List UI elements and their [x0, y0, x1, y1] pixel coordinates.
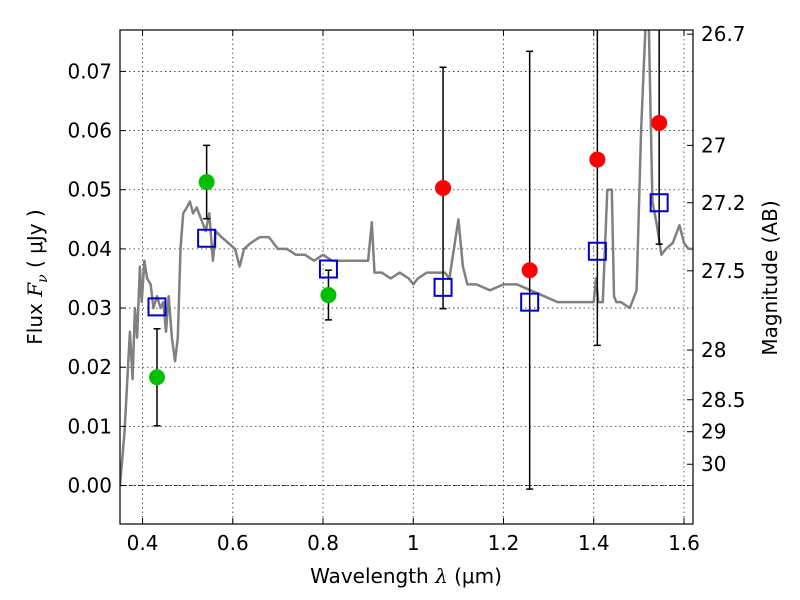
- data-point-circle: [148, 369, 165, 386]
- data-point-square: [318, 259, 338, 279]
- data-point-circle: [198, 174, 215, 191]
- y-axis-label-text: Flux: [23, 297, 47, 345]
- spectrum-line: [120, 30, 693, 486]
- y-axis-label-unit: ( μJy ): [23, 209, 47, 274]
- y-tick-label: 0.00: [67, 474, 112, 498]
- data-point-circle: [320, 287, 337, 304]
- x-tick-label: 1: [407, 531, 420, 555]
- data-point-circle: [589, 151, 606, 168]
- plot-border: [119, 29, 694, 525]
- y2-tick-label: 28.5: [701, 388, 746, 412]
- y-tick-label: 0.04: [67, 237, 112, 261]
- y-axis-label-symbol: F: [23, 282, 47, 298]
- y-tick-label: 0.07: [67, 59, 112, 83]
- y2-tick-label: 27.5: [701, 259, 746, 283]
- y2-tick-label: 29: [701, 420, 726, 444]
- y-axis-label-subscript: ν: [35, 274, 51, 283]
- y2-tick-label: 28: [701, 338, 726, 362]
- y-tick-label: 0.05: [67, 178, 112, 202]
- x-tick-label: 1.6: [668, 531, 700, 555]
- y2-tick-label: 27: [701, 133, 726, 157]
- y-tick-label: 0.02: [67, 355, 112, 379]
- data-point-square: [197, 228, 217, 248]
- x-tick-label: 1.2: [488, 531, 520, 555]
- data-point-square: [649, 193, 669, 213]
- data-point-square: [587, 241, 607, 261]
- x-axis-label-unit: (μm): [448, 564, 502, 588]
- x-tick-label: 0.6: [217, 531, 249, 555]
- y2-tick-label: 30: [701, 452, 726, 476]
- plot-frame: [119, 29, 694, 525]
- x-tick-label: 0.8: [307, 531, 339, 555]
- y-tick-label: 0.01: [67, 414, 112, 438]
- x-tick-label: 0.4: [127, 531, 159, 555]
- y-axis-label: Flux Fν ( μJy ): [23, 209, 51, 344]
- data-point-circle: [435, 179, 452, 196]
- axis-ticks: 0.4 0.6 0.8 1 1.2 1.4 1.6 0.00 0.01 0.02 0.03 0.04 0…: [67, 22, 745, 555]
- data-point-circle: [521, 262, 538, 279]
- x-axis-label: Wavelength λ (μm): [310, 564, 502, 588]
- data-point-circle: [651, 114, 668, 131]
- x-axis-label-text: Wavelength: [310, 564, 435, 588]
- x-axis-label-symbol: λ: [434, 564, 448, 588]
- data-point-square: [520, 292, 540, 312]
- y-tick-label: 0.03: [67, 296, 112, 320]
- plot-area: [120, 30, 693, 490]
- x-tick-label: 1.4: [578, 531, 610, 555]
- y2-axis-label: Magnitude (AB): [758, 200, 782, 355]
- y-tick-label: 0.06: [67, 119, 112, 143]
- data-point-square: [147, 297, 167, 317]
- y2-tick-label: 27.2: [701, 191, 746, 215]
- y2-tick-label: 26.7: [701, 22, 746, 46]
- data-point-square: [433, 277, 453, 297]
